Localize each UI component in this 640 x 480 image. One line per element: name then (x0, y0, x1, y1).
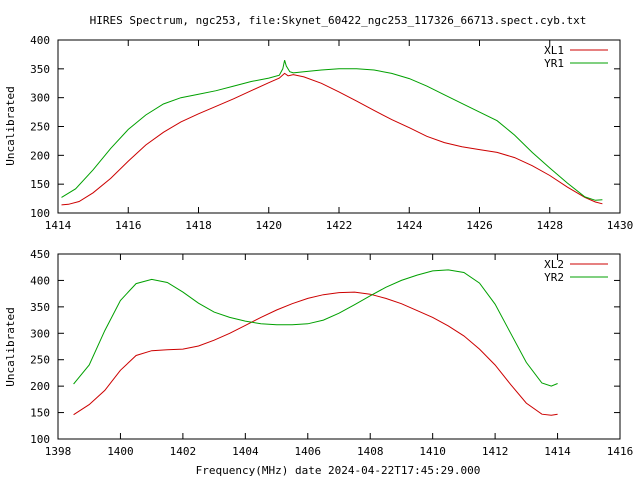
top-x-ticks: 1414 1416 1418 1420 1422 1424 1426 1428 1430 (45, 40, 634, 232)
bottom-panel: 100 150 200 250 300 350 400 450 1398 1400 1402 140… (4, 248, 633, 458)
bottom-x-ticks: 1398 1400 1402 1404 1406 1408 1410 1412 1414 1416 (45, 254, 634, 458)
top-y-tick-label: 300 (30, 92, 50, 105)
top-y-tick-label: 250 (30, 121, 50, 134)
x-axis-label: Frequency(MHz) date 2024-04-22T17:45:29.… (196, 464, 481, 477)
bottom-y-tick-label: 450 (30, 248, 50, 261)
series-line-xl1 (61, 72, 603, 206)
top-x-tick-label: 1418 (185, 219, 212, 232)
top-y-tick-label: 100 (30, 207, 50, 220)
top-x-tick-label: 1426 (466, 219, 493, 232)
bottom-y-tick-label: 350 (30, 301, 50, 314)
bottom-x-tick-label: 1402 (170, 445, 197, 458)
series-line-yr1 (61, 60, 603, 201)
bottom-plot-frame (57, 253, 621, 440)
bottom-y-tick-label: 200 (30, 380, 50, 393)
figure-title: HIRES Spectrum, ngc253, file:Skynet_6042… (90, 14, 587, 27)
top-y-tick-label: 400 (30, 34, 50, 47)
legend-label-yr1: YR1 (544, 57, 564, 70)
top-x-tick-label: 1420 (256, 219, 283, 232)
bottom-x-tick-label: 1412 (482, 445, 509, 458)
bottom-x-tick-label: 1416 (607, 445, 634, 458)
legend-label-xl1: XL1 (544, 44, 564, 57)
top-x-tick-label: 1422 (326, 219, 353, 232)
series-line-xl2 (73, 291, 558, 416)
top-x-tick-label: 1416 (115, 219, 142, 232)
top-x-tick-label: 1428 (537, 219, 564, 232)
bottom-y-tick-label: 250 (30, 354, 50, 367)
bottom-y-ticks: 100 150 200 250 300 350 400 450 (30, 248, 620, 446)
bottom-y-tick-label: 400 (30, 274, 50, 287)
bottom-series-lines (73, 269, 558, 416)
bottom-x-tick-label: 1400 (107, 445, 134, 458)
bottom-y-axis-label: Uncalibrated (4, 307, 17, 386)
bottom-x-tick-label: 1410 (419, 445, 446, 458)
series-line-yr2 (73, 269, 558, 387)
legend-label-xl2: XL2 (544, 258, 564, 271)
bottom-x-tick-label: 1404 (232, 445, 259, 458)
top-y-ticks: 100 150 200 250 300 350 400 (30, 34, 620, 220)
bottom-x-tick-label: 1406 (295, 445, 322, 458)
top-y-axis-label: Uncalibrated (4, 86, 17, 165)
bottom-y-tick-label: 300 (30, 327, 50, 340)
top-series-lines (61, 60, 603, 206)
top-x-tick-label: 1414 (45, 219, 72, 232)
top-y-tick-label: 350 (30, 63, 50, 76)
legend-label-yr2: YR2 (544, 271, 564, 284)
bottom-y-tick-label: 150 (30, 407, 50, 420)
top-plot-frame (57, 39, 621, 214)
bottom-x-tick-label: 1408 (357, 445, 384, 458)
top-y-tick-label: 150 (30, 178, 50, 191)
top-x-tick-label: 1424 (396, 219, 423, 232)
bottom-x-tick-label: 1414 (544, 445, 571, 458)
top-y-tick-label: 200 (30, 149, 50, 162)
top-x-tick-label: 1430 (607, 219, 634, 232)
bottom-x-tick-label: 1398 (45, 445, 72, 458)
bottom-y-tick-label: 100 (30, 433, 50, 446)
